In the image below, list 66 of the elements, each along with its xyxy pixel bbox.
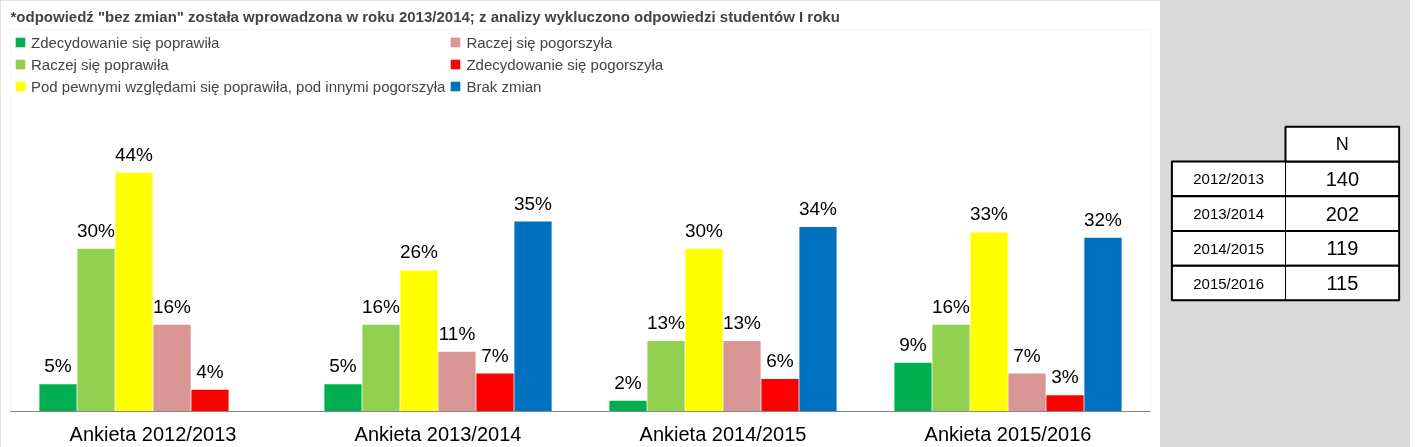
category-label: 2013/2014 (1193, 205, 1265, 223)
bar (77, 248, 115, 412)
legend-label: Brak zmian (466, 77, 542, 95)
data-label: 30% (76, 219, 116, 241)
legend-label: Raczej się poprawiła (31, 55, 169, 73)
legend-label: Pod pewnymi względami się poprawiła, pod innymi pogorszyła (31, 77, 446, 95)
data-label: 115 (1326, 272, 1359, 295)
data-label: 32% (1083, 208, 1123, 230)
x-tick-label: Ankieta 2015/2016 (924, 422, 1092, 445)
data-label: 5% (44, 355, 72, 377)
bar (609, 400, 647, 412)
category-label: 2012/2013 (1193, 170, 1265, 188)
data-label: 140 (1325, 167, 1360, 190)
data-label: 7% (1013, 344, 1041, 366)
data-label: 3% (1051, 366, 1079, 388)
x-tick-label: Ankieta 2012/2013 (69, 422, 237, 445)
data-label: 35% (513, 192, 553, 214)
bar (970, 232, 1008, 412)
data-label: 30% (684, 219, 724, 241)
data-label: 7% (481, 344, 509, 366)
text: N (1335, 134, 1349, 155)
data-label: 4% (196, 360, 224, 382)
data-label: 11% (438, 322, 476, 344)
data-label: 202 (1325, 202, 1360, 225)
bar (761, 378, 799, 412)
bar (115, 172, 153, 412)
data-label: 9% (899, 333, 927, 355)
bar (39, 384, 77, 412)
legend-label: Zdecydowanie się poprawiła (31, 33, 220, 51)
data-label: 6% (766, 349, 794, 371)
bar (400, 270, 438, 412)
bar (514, 221, 552, 412)
data-label: 16% (152, 295, 192, 317)
bar (438, 351, 476, 412)
bar (647, 340, 685, 412)
data-label: 34% (798, 198, 838, 220)
data-label: 13% (722, 311, 762, 333)
bar (362, 324, 400, 412)
bar (932, 324, 970, 412)
bar (685, 248, 723, 412)
data-label: 16% (931, 295, 971, 317)
bar (1084, 237, 1122, 412)
bar (153, 324, 191, 412)
data-label: 26% (399, 241, 439, 263)
data-label: 13% (646, 311, 686, 333)
x-tick-label: Ankieta 2013/2014 (354, 422, 522, 445)
bar (476, 373, 514, 412)
data-label: 119 (1326, 237, 1359, 260)
data-label: 33% (969, 203, 1009, 225)
x-tick-label: Ankieta 2014/2015 (639, 422, 807, 445)
chart-title: *odpowiedź "bez zmian" została wprowadzona w roku 2013/2014; z analizy wykluczono odpowiedzi studentów I roku (10, 7, 840, 25)
bar (191, 389, 229, 412)
data-label: 44% (114, 143, 154, 165)
category-label: 2015/2016 (1193, 274, 1265, 292)
bar (723, 340, 761, 412)
data-label: 5% (329, 355, 357, 377)
legend-label: Zdecydowanie się pogorszyła (466, 55, 664, 73)
bar (1008, 373, 1046, 412)
category-label: 2014/2015 (1193, 239, 1265, 257)
data-label: 2% (614, 371, 642, 393)
bar (799, 227, 837, 412)
bar (1046, 395, 1084, 412)
legend-label: Raczej się pogorszyła (466, 33, 613, 51)
bar (324, 384, 362, 412)
bar (894, 362, 932, 412)
data-label: 16% (361, 295, 401, 317)
